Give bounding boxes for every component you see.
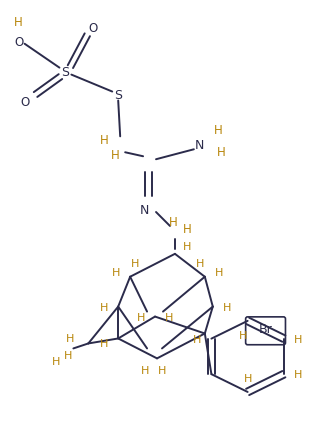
Text: H: H	[52, 356, 61, 366]
Text: O: O	[14, 36, 23, 49]
Text: H: H	[158, 366, 166, 375]
Text: N: N	[195, 138, 204, 151]
Text: H: H	[100, 133, 109, 147]
Text: H: H	[66, 334, 74, 344]
Text: H: H	[183, 241, 191, 251]
Text: H: H	[141, 366, 149, 375]
Text: H: H	[196, 258, 204, 268]
Text: H: H	[111, 148, 120, 161]
Text: H: H	[239, 330, 247, 340]
Text: H: H	[214, 123, 222, 137]
Text: H: H	[293, 369, 302, 379]
Text: S: S	[114, 89, 122, 102]
FancyBboxPatch shape	[246, 317, 285, 345]
Text: H: H	[100, 339, 109, 349]
Text: H: H	[183, 223, 191, 236]
Text: H: H	[169, 216, 177, 229]
Text: H: H	[243, 373, 252, 383]
Text: H: H	[293, 334, 302, 344]
Text: H: H	[165, 312, 173, 322]
Text: Br: Br	[259, 322, 272, 335]
Text: H: H	[217, 145, 226, 158]
Text: H: H	[214, 267, 223, 277]
Text: H: H	[193, 334, 202, 344]
Text: H: H	[100, 302, 109, 312]
Text: H: H	[223, 302, 231, 312]
Text: N: N	[139, 203, 149, 216]
Text: H: H	[64, 350, 72, 361]
Text: H: H	[131, 258, 139, 268]
Text: S: S	[61, 66, 70, 79]
Text: O: O	[89, 22, 98, 35]
Text: H: H	[112, 267, 120, 277]
Text: O: O	[20, 96, 29, 109]
Text: H: H	[137, 312, 145, 322]
Text: H: H	[14, 16, 23, 29]
